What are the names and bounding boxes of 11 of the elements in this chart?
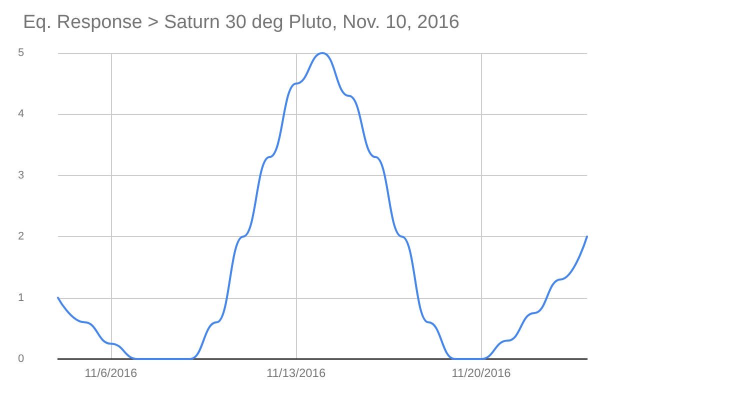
y-tick-label: 4 — [18, 108, 24, 120]
x-tick-label: 11/13/2016 — [266, 366, 326, 380]
x-tick-label: 11/20/2016 — [452, 366, 512, 380]
chart-title: Eq. Response > Saturn 30 deg Pluto, Nov. 10, 2016 — [23, 12, 460, 33]
x-tick-label: 11/6/2016 — [84, 366, 138, 380]
y-tick-label: 2 — [18, 230, 24, 243]
y-tick-label: 5 — [18, 47, 24, 59]
y-tick-label: 0 — [18, 353, 24, 365]
y-tick-label: 1 — [18, 292, 24, 304]
y-tick-label: 3 — [18, 169, 24, 182]
line-series — [57, 52, 588, 360]
